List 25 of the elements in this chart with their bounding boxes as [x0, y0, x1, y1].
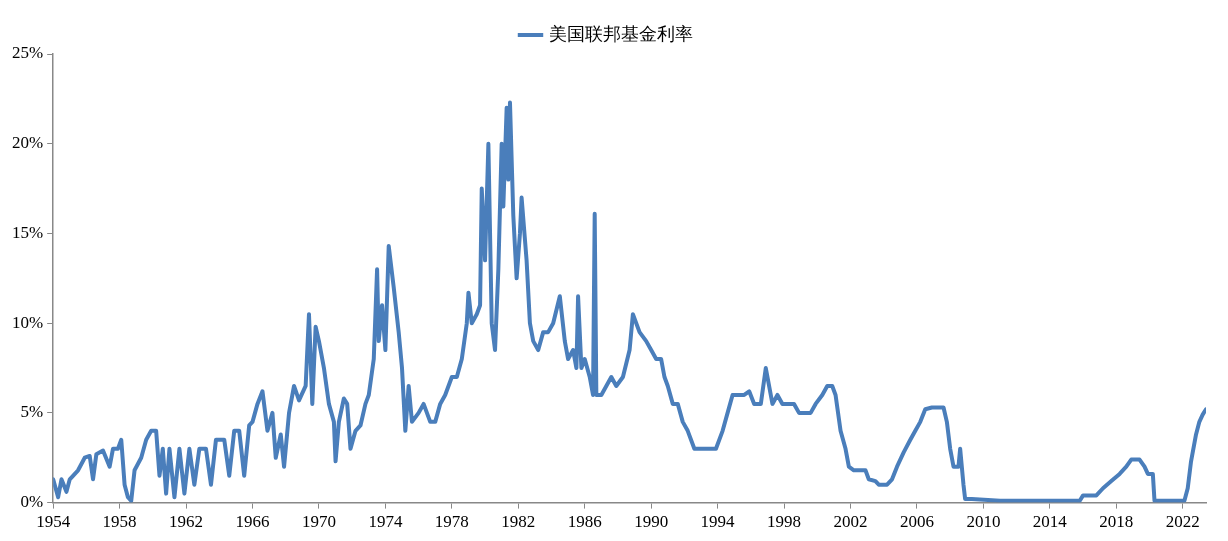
x-tick-label: 1978 [434, 512, 469, 532]
x-tick-label: 2018 [1099, 512, 1134, 532]
x-tick-label: 2002 [833, 512, 868, 532]
x-tick-label: 1966 [235, 512, 270, 532]
y-tick-label: 10% [11, 312, 44, 332]
x-tick-label: 1954 [36, 512, 71, 532]
x-tick-label: 1958 [102, 512, 137, 532]
x-tick-label: 2006 [899, 512, 934, 532]
x-tick-label: 2022 [1165, 512, 1200, 532]
x-tick-label: 1970 [301, 512, 336, 532]
x-tick-label: 1962 [169, 512, 204, 532]
legend-label: 美国联邦基金利率 [548, 23, 693, 44]
y-tick-label: 25% [11, 43, 44, 63]
x-tick-label: 1990 [634, 512, 669, 532]
y-tick-label: 5% [20, 402, 44, 422]
y-tick-label: 0% [20, 492, 44, 512]
x-tick-label: 1994 [700, 512, 736, 532]
x-tick-label: 1986 [567, 512, 602, 532]
x-tick-label: 1998 [767, 512, 802, 532]
x-tick-label: 2010 [966, 512, 1001, 532]
x-tick-label: 1982 [501, 512, 536, 532]
y-tick-label: 15% [11, 222, 44, 242]
x-tick-label: 2014 [1032, 512, 1068, 532]
x-tick-label: 1974 [368, 512, 403, 532]
y-tick-label: 20% [11, 133, 44, 153]
